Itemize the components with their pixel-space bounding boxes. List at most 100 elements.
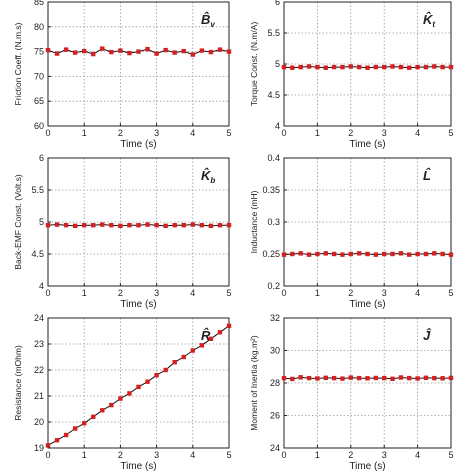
plot-frame xyxy=(47,1,230,127)
data-marker xyxy=(127,391,132,396)
panel-label-letter: B̂ xyxy=(201,12,210,27)
x-tick-label: 2 xyxy=(348,128,353,138)
x-tick-label: 0 xyxy=(45,450,50,460)
x-tick-label: 4 xyxy=(415,450,420,460)
data-marker xyxy=(365,376,370,381)
panel-label: R̂ xyxy=(201,328,211,343)
data-marker xyxy=(63,47,69,52)
data-marker xyxy=(199,48,205,53)
data-marker xyxy=(365,251,370,257)
x-tick-label: 4 xyxy=(415,128,420,138)
y-tick-label: 22 xyxy=(34,365,44,375)
data-marker xyxy=(72,50,78,55)
data-marker xyxy=(281,375,287,381)
plot-frame xyxy=(283,317,452,449)
data-marker xyxy=(199,223,205,228)
data-marker xyxy=(118,396,123,401)
y-tick-label: 60 xyxy=(34,121,44,131)
panel: 0 1 2 3 4 5 24 26 28 30 32 Time (s) Moment of Inerti… xyxy=(249,313,454,472)
data-marker xyxy=(109,223,114,228)
data-marker xyxy=(181,223,186,228)
y-tick-label: 0.3 xyxy=(267,217,280,227)
data-marker xyxy=(407,65,412,70)
panel-label-letter: K̂ xyxy=(201,168,212,183)
data-marker xyxy=(340,376,345,381)
data-marker xyxy=(423,375,429,380)
y-tick-label: 24 xyxy=(34,313,44,323)
data-marker xyxy=(423,64,429,70)
data-marker xyxy=(306,252,312,257)
data-marker xyxy=(163,223,168,229)
data-marker xyxy=(423,251,429,257)
x-tick-label: 5 xyxy=(448,128,453,138)
y-tick-label: 21 xyxy=(34,391,44,401)
data-marker xyxy=(348,64,353,69)
y-tick-label: 19 xyxy=(34,443,44,453)
panel-label-letter: Ĵ xyxy=(423,328,432,343)
data-marker xyxy=(398,251,404,256)
panel: 0 1 2 3 4 5 4 4.5 5 5.5 6 Time (s) Torque Const. (N.… xyxy=(249,0,454,150)
x-tick-label: 1 xyxy=(315,450,320,460)
data-marker xyxy=(54,222,60,227)
data-marker xyxy=(63,223,69,228)
data-marker xyxy=(118,223,123,229)
y-tick-label: 6 xyxy=(275,0,280,7)
data-marker xyxy=(448,64,454,70)
y-tick-label: 70 xyxy=(34,71,44,81)
data-marker xyxy=(348,375,353,380)
data-marker xyxy=(63,432,69,438)
data-marker xyxy=(281,252,287,257)
data-marker xyxy=(172,360,177,365)
data-marker xyxy=(118,48,123,53)
data-marker xyxy=(340,252,345,257)
plot-frame xyxy=(283,157,452,287)
x-tick-label: 4 xyxy=(190,128,195,138)
x-tick-label: 2 xyxy=(348,450,353,460)
data-marker xyxy=(432,64,437,69)
data-marker xyxy=(373,375,379,381)
x-tick-label: 5 xyxy=(448,288,453,298)
data-marker xyxy=(127,50,132,56)
data-marker xyxy=(365,65,370,70)
data-marker xyxy=(54,51,60,56)
y-axis-label: Back-EMF Const. (Volt.s) xyxy=(13,174,23,270)
x-axis-label: Time (s) xyxy=(349,139,385,150)
data-marker xyxy=(45,443,51,448)
x-tick-label: 5 xyxy=(226,450,231,460)
data-marker xyxy=(315,64,320,70)
data-marker xyxy=(163,367,168,373)
data-marker xyxy=(91,51,96,57)
data-marker xyxy=(390,376,395,381)
x-tick-label: 2 xyxy=(118,128,123,138)
data-marker xyxy=(440,64,445,70)
data-marker xyxy=(109,402,114,408)
x-axis-label: Time (s) xyxy=(349,299,385,310)
data-marker xyxy=(217,223,223,228)
x-tick-label: 3 xyxy=(382,288,387,298)
y-tick-label: 5 xyxy=(39,217,44,227)
data-marker xyxy=(382,375,387,381)
plot-frame xyxy=(47,157,230,287)
x-tick-label: 1 xyxy=(82,450,87,460)
data-marker xyxy=(348,251,353,257)
data-marker xyxy=(190,348,195,353)
data-marker xyxy=(356,375,362,381)
data-marker xyxy=(145,46,150,52)
data-marker xyxy=(72,223,78,229)
data-marker xyxy=(390,251,395,257)
y-axis-label: Resistance (mOhm) xyxy=(13,345,23,421)
data-marker xyxy=(440,376,445,381)
data-marker xyxy=(100,222,105,227)
panel-label-subscript: v xyxy=(210,20,215,29)
y-tick-label: 0.2 xyxy=(267,281,280,291)
data-marker xyxy=(448,252,454,257)
panel-label: K̂b xyxy=(201,168,215,185)
data-marker xyxy=(432,251,437,256)
x-tick-label: 0 xyxy=(45,288,50,298)
data-marker xyxy=(100,408,105,413)
panel-label-letter: R̂ xyxy=(201,328,211,343)
data-marker xyxy=(136,49,141,54)
y-tick-label: 65 xyxy=(34,96,44,106)
